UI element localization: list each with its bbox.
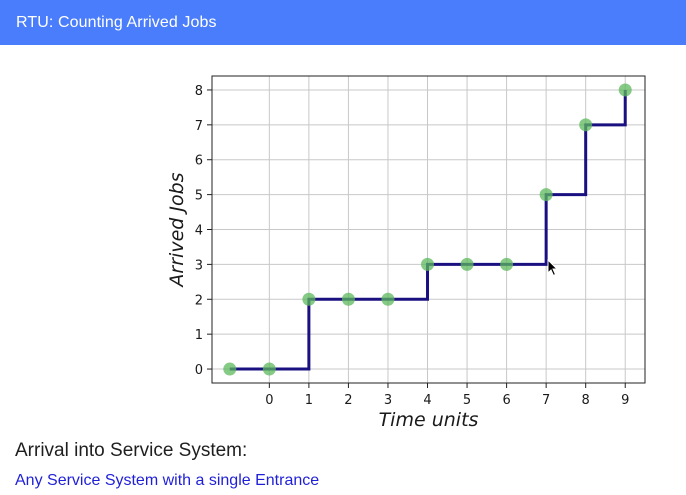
y-tick-label: 2 xyxy=(195,293,203,308)
y-tick-label: 0 xyxy=(195,363,203,378)
y-tick-label: 1 xyxy=(195,328,203,343)
y-tick-label: 3 xyxy=(195,258,203,273)
data-point xyxy=(421,257,435,271)
x-tick-label: 2 xyxy=(344,393,352,408)
step-line-layer xyxy=(229,89,627,371)
service-system-link[interactable]: Any Service System with a single Entranc… xyxy=(15,472,320,489)
data-point xyxy=(262,362,276,376)
data-point xyxy=(223,362,237,376)
y-tick-label: 4 xyxy=(195,224,203,239)
x-tick-label: 1 xyxy=(305,393,313,408)
title-bar: RTU: Counting Arrived Jobs xyxy=(0,0,686,45)
x-tick-label: 8 xyxy=(582,393,590,408)
x-tick-label: 6 xyxy=(502,393,510,408)
y-tick-label: 7 xyxy=(195,119,203,134)
y-tick-labels: 0 1 2 3 4 5 6 7 8 xyxy=(195,84,203,378)
arrow-cursor-icon xyxy=(547,259,559,277)
arrived-jobs-step-line xyxy=(229,89,627,371)
x-tick-label: 4 xyxy=(423,393,431,408)
data-point xyxy=(341,292,355,306)
y-axis-label: Arrived Jobs xyxy=(166,172,188,288)
section-heading: Arrival into Service System: xyxy=(15,440,248,461)
data-point xyxy=(579,118,593,132)
window-title: RTU: Counting Arrived Jobs xyxy=(16,13,217,31)
y-tick-label: 8 xyxy=(195,84,203,99)
x-tick-label: 9 xyxy=(621,393,629,408)
x-tick-labels: 0 1 2 3 4 5 6 7 8 9 xyxy=(265,393,629,408)
step-chart-svg: 0 1 2 3 4 5 6 7 8 9 0 1 2 3 4 5 6 7 8 Time units Arrived … xyxy=(166,75,646,431)
y-tick-label: 6 xyxy=(195,154,203,169)
x-axis-label: Time units xyxy=(379,409,479,431)
data-point xyxy=(500,257,514,271)
data-point xyxy=(539,188,553,202)
x-tick-label: 3 xyxy=(384,393,392,408)
data-point xyxy=(618,83,632,97)
data-point xyxy=(381,292,395,306)
arrived-jobs-chart: 0 1 2 3 4 5 6 7 8 9 0 1 2 3 4 5 6 7 8 Time units Arrived … xyxy=(0,45,686,435)
x-tick-label: 5 xyxy=(463,393,471,408)
data-point xyxy=(460,257,474,271)
y-tick-label: 5 xyxy=(195,189,203,204)
marker-layer xyxy=(223,83,632,376)
tick-marks xyxy=(207,89,626,388)
data-point xyxy=(302,292,316,306)
x-tick-label: 7 xyxy=(542,393,550,408)
x-tick-label: 0 xyxy=(265,393,273,408)
